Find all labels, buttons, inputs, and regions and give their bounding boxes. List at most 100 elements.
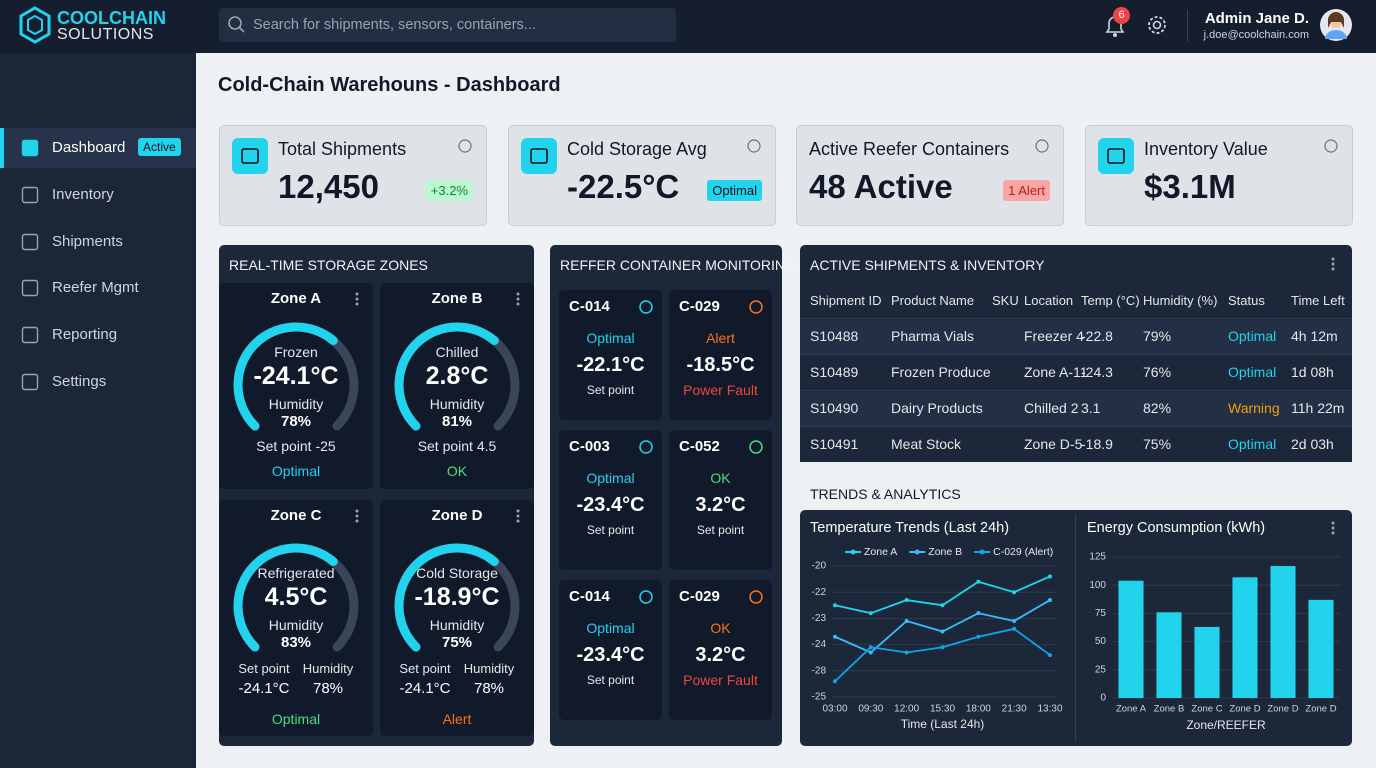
- humidity-value: 78%: [473, 680, 505, 697]
- reefer-id: C-029: [679, 588, 720, 605]
- icon-shape: [639, 300, 653, 314]
- dot: [355, 292, 359, 296]
- avatar[interactable]: [1319, 8, 1353, 42]
- bar: [1308, 599, 1334, 698]
- gauge-fill: [394, 322, 499, 431]
- table-cell: -24.3: [1081, 364, 1113, 380]
- settings-icon[interactable]: [1145, 13, 1169, 37]
- kpi-title: Cold Storage Avg: [567, 139, 707, 159]
- dot: [516, 509, 520, 513]
- status-icon: [639, 590, 653, 604]
- dot: [1331, 267, 1335, 271]
- reefer-status: OK: [710, 469, 731, 486]
- legend-dot: [850, 549, 856, 555]
- point: [868, 611, 873, 616]
- dot: [1331, 521, 1335, 525]
- nav-label[interactable]: Inventory: [52, 185, 114, 203]
- table-cell: Zone A-11: [1024, 364, 1088, 380]
- nav-label[interactable]: Settings: [52, 373, 107, 390]
- table-cell: Freezer 4: [1024, 328, 1084, 344]
- menu-icon: [516, 292, 520, 306]
- y-tick-label: -20: [812, 561, 827, 572]
- dot: [355, 509, 359, 513]
- dot: [516, 302, 520, 306]
- chart-title: Temperature Trends (Last 24h): [810, 520, 1009, 536]
- y-tick-label: 50: [1095, 636, 1107, 647]
- nav-label[interactable]: Shipments: [52, 232, 123, 250]
- dot: [516, 292, 520, 296]
- bar: [1270, 566, 1296, 698]
- point: [833, 603, 837, 608]
- nav-label[interactable]: Dashboard: [52, 139, 126, 156]
- point: [1012, 590, 1017, 595]
- bar: [1118, 580, 1144, 698]
- humidity-label: Humidity: [429, 395, 485, 412]
- zone-name: Zone B: [431, 290, 483, 307]
- nav-label[interactable]: Reporting: [52, 326, 118, 344]
- x-axis-title: Time (Last 24h): [901, 717, 985, 731]
- series-line: [834, 575, 1051, 615]
- table-cell: S10488: [810, 328, 859, 344]
- zone-type: Refrigerated: [257, 564, 335, 581]
- zone-status: Alert: [442, 710, 472, 727]
- panel-title: ACTIVE SHIPMENTS & INVENTORY: [810, 257, 1045, 273]
- humidity-value: 81%: [441, 413, 473, 430]
- point: [833, 634, 837, 639]
- menu-icon: [516, 509, 520, 523]
- dot: [516, 519, 520, 523]
- icon-shape: [749, 590, 763, 604]
- reefer-id: C-029: [679, 298, 720, 315]
- icon-shape: [21, 373, 39, 391]
- reefer-note: Power Fault: [683, 381, 758, 398]
- kpi-icon: [521, 138, 557, 174]
- brand-sub: SOLUTIONS: [57, 26, 154, 43]
- panel-title: REAL-TIME STORAGE ZONES: [229, 257, 428, 273]
- icon-shape: [21, 233, 39, 250]
- table-row: [800, 318, 1352, 354]
- menu-icon: [1331, 257, 1335, 271]
- dot: [1331, 257, 1335, 261]
- bar: [1156, 612, 1182, 698]
- x-tick-label: 18:00: [966, 704, 991, 715]
- zone-status: Optimal: [271, 710, 321, 727]
- zone-status: Optimal: [271, 462, 321, 479]
- reefer-status: OK: [710, 619, 731, 636]
- humidity-value: 78%: [312, 680, 344, 697]
- x-tick-label: Zone A: [1116, 704, 1147, 715]
- set-point: Set point 4.5: [417, 437, 497, 454]
- table-cell: 11h 22m: [1291, 400, 1345, 416]
- search-box[interactable]: [219, 8, 676, 42]
- icon-shape: [21, 186, 39, 203]
- chart-title: Energy Consumption (kWh): [1087, 520, 1265, 536]
- legend-dot: [979, 549, 985, 555]
- nav-label[interactable]: Reefer Mgmt: [52, 279, 139, 297]
- reefer-temp: -23.4°C: [576, 494, 645, 516]
- charts: Temperature Trends (Last 24h) -20 -22 -23 -2…: [810, 520, 1340, 732]
- section-title: TRENDS & ANALYTICS: [810, 486, 961, 502]
- table-row: [800, 390, 1352, 426]
- dot: [355, 514, 359, 518]
- icon-bg: [232, 138, 268, 174]
- kpi-corner-icon: [747, 139, 761, 153]
- kpi-corner-icon: [458, 139, 472, 153]
- table-cell: S10490: [810, 400, 859, 416]
- reefer-temp: 3.2°C: [695, 494, 746, 516]
- user-name: Admin Jane D.: [1204, 10, 1309, 27]
- legend-label: Zone A: [864, 546, 897, 558]
- dot: [516, 514, 520, 518]
- table-row: [800, 354, 1352, 390]
- y-tick-label: -24: [812, 639, 827, 650]
- dot: [355, 302, 359, 306]
- logo-icon: [19, 6, 51, 44]
- kpi-value: $3.1M: [1144, 168, 1236, 205]
- nav-icon: [21, 233, 39, 250]
- set-point-value: -24.1°C: [399, 680, 451, 697]
- y-tick-label: -28: [812, 665, 827, 676]
- table-cell: Pharma Vials: [891, 328, 975, 344]
- table-cell: -18.9: [1081, 436, 1113, 452]
- reefer-note: Set point: [586, 672, 635, 687]
- legend-label: C-029 (Alert): [993, 546, 1053, 558]
- kpi-card: [796, 125, 1064, 226]
- x-tick-label: 15:30: [930, 704, 955, 715]
- y-tick-label: 100: [1089, 580, 1106, 591]
